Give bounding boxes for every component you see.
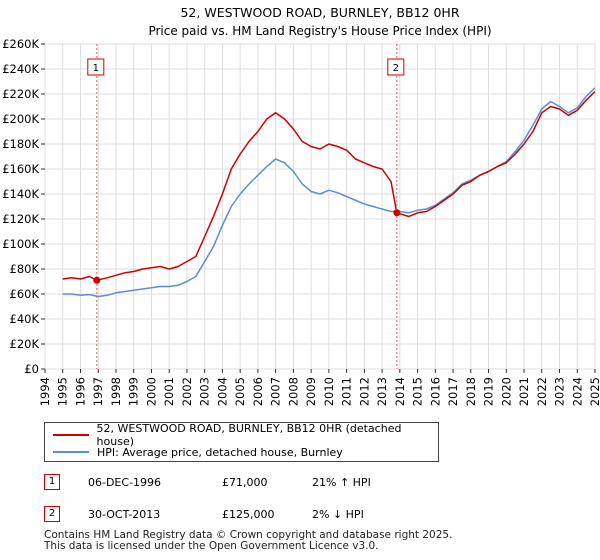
- legend-swatch-property: [53, 434, 89, 436]
- sale-2-label: 2: [393, 63, 399, 74]
- x-tick-label: 2011: [340, 377, 354, 406]
- x-tick-label: 2024: [570, 377, 584, 406]
- x-tick-label: 2014: [393, 377, 407, 406]
- y-tick-label: £20K: [10, 337, 40, 351]
- x-tick-label: 2000: [144, 377, 158, 406]
- sale-price: £71,000: [222, 476, 268, 489]
- x-tick-label: 2007: [269, 377, 283, 406]
- hpi-line: [62, 87, 596, 298]
- sale-price: £125,000: [222, 508, 275, 521]
- legend-item-property: 52, WESTWOOD ROAD, BURNLEY, BB12 0HR (de…: [53, 422, 438, 448]
- y-tick-label: £80K: [10, 262, 40, 276]
- x-tick-label: 2002: [180, 377, 194, 406]
- sale-2-point: [393, 209, 401, 217]
- plot-area: [44, 43, 596, 370]
- legend: 52, WESTWOOD ROAD, BURNLEY, BB12 0HR (de…: [44, 422, 439, 462]
- x-tick-label: 2005: [233, 377, 247, 406]
- x-tick-label: 2015: [411, 377, 425, 406]
- sale-hpi-change: 2% ↓ HPI: [312, 508, 364, 521]
- legend-label-property: 52, WESTWOOD ROAD, BURNLEY, BB12 0HR (de…: [96, 422, 402, 448]
- x-tick-label: 1995: [56, 377, 70, 406]
- x-tick-label: 1994: [38, 377, 52, 406]
- legend-label-hpi: HPI: Average price, detached house, Burn…: [97, 445, 343, 459]
- sale-2-label-box: [387, 58, 405, 76]
- x-tick-label: 1998: [109, 377, 123, 406]
- x-tick-label: 1999: [127, 377, 141, 406]
- x-tick-label: 2009: [304, 377, 318, 406]
- x-tick-label: 2006: [251, 377, 265, 406]
- footer: Contains HM Land Registry data © Crown c…: [44, 530, 452, 552]
- x-tick-label: 2022: [535, 377, 549, 406]
- footer-line-2: This data is licensed under the Open Gov…: [44, 540, 379, 552]
- price-chart: 52, WESTWOOD ROAD, BURNLEY, BB12 0HR Pri…: [2, 5, 600, 406]
- sale-date: 30-OCT-2013: [88, 508, 161, 521]
- sale-1-label-box: [87, 58, 105, 76]
- sale-date: 06-DEC-1996: [88, 476, 162, 489]
- series-lines: [62, 87, 596, 298]
- y-tick-label: £100K: [2, 237, 39, 251]
- y-tick-label: £40K: [10, 312, 40, 326]
- sale-1-label: 1: [93, 63, 99, 74]
- y-tick-label: £240K: [2, 62, 39, 76]
- y-tick-label: £120K: [2, 212, 39, 226]
- legend-item-hpi: HPI: Average price, detached house, Burn…: [53, 444, 343, 460]
- x-tick-label: 2023: [553, 377, 567, 406]
- legend-swatch-hpi: [53, 451, 89, 453]
- x-tick-label: 2001: [162, 377, 176, 406]
- sale-1-point: [93, 276, 101, 284]
- y-tick-label: £160K: [2, 162, 39, 176]
- x-tick-label: 2025: [588, 377, 600, 406]
- property-price-line: [62, 90, 596, 282]
- chart-subtitle: Price paid vs. HM Land Registry's House …: [148, 24, 491, 38]
- x-tick-label: 2019: [482, 377, 496, 406]
- y-tick-label: £200K: [2, 112, 39, 126]
- y-tick-label: £0: [24, 362, 39, 376]
- x-tick-label: 2004: [215, 377, 229, 406]
- y-tick-label: £180K: [2, 137, 39, 151]
- grid: [44, 43, 596, 370]
- x-tick-label: 2017: [446, 377, 460, 406]
- y-axis: £0 £20K £40K £60K £80K £100K £120K £140K £160K £1…: [2, 37, 45, 376]
- footer-line-1: Contains HM Land Registry data © Crown c…: [44, 529, 453, 541]
- x-tick-label: 2008: [286, 377, 300, 406]
- x-tick-label: 2013: [375, 377, 389, 406]
- sale-row-2: 2 30-OCT-2013 £125,000 2% ↓ HPI: [44, 506, 464, 526]
- x-tick-label: 2012: [357, 377, 371, 406]
- sale-marker-2: 2: [44, 506, 60, 522]
- x-tick-label: 1996: [73, 377, 87, 406]
- sale-hpi-change: 21% ↑ HPI: [312, 476, 371, 489]
- x-tick-label: 1997: [91, 377, 105, 406]
- x-tick-label: 2003: [198, 377, 212, 406]
- x-tick-label: 2020: [499, 377, 513, 406]
- x-axis: 1994 1995 1996 1997 1998 1999 2000 2001 2002 2003…: [38, 369, 600, 406]
- sale-row-1: 1 06-DEC-1996 £71,000 21% ↑ HPI: [44, 474, 464, 494]
- y-tick-label: £60K: [10, 287, 40, 301]
- x-tick-label: 2016: [428, 377, 442, 406]
- x-tick-label: 2010: [322, 377, 336, 406]
- sale-marker-1: 1: [44, 474, 60, 490]
- chart-title: 52, WESTWOOD ROAD, BURNLEY, BB12 0HR: [180, 5, 459, 20]
- y-tick-label: £140K: [2, 187, 39, 201]
- x-tick-label: 2018: [464, 377, 478, 406]
- y-tick-label: £260K: [2, 37, 39, 51]
- x-tick-label: 2021: [517, 377, 531, 406]
- y-tick-label: £220K: [2, 87, 39, 101]
